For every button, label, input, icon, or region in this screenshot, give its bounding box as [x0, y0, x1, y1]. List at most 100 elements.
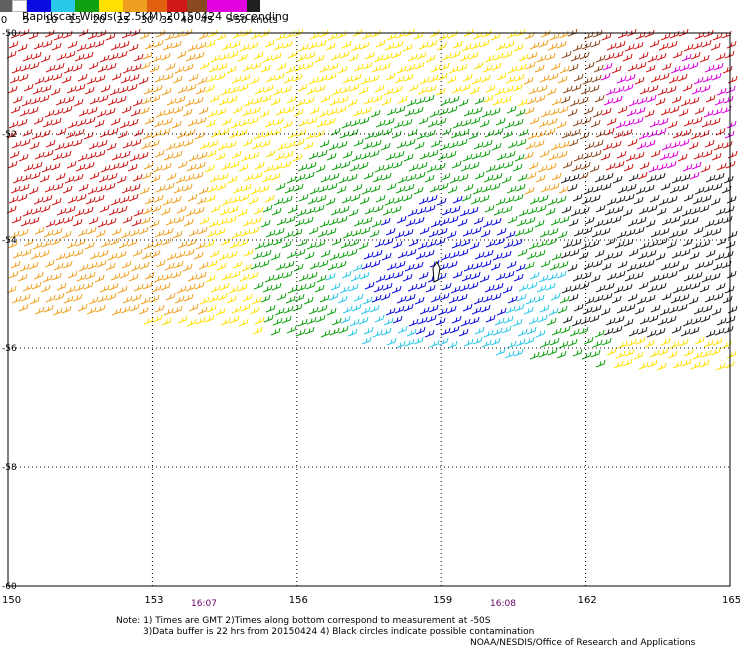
wind-barb	[362, 296, 373, 305]
wind-barb	[702, 149, 713, 158]
wind-barb	[507, 215, 518, 224]
wind-barb	[402, 118, 413, 127]
wind-barb	[341, 270, 352, 279]
wind-barb	[612, 325, 623, 334]
wind-barb	[282, 40, 293, 49]
latitude-label: -56	[2, 344, 17, 354]
wind-barb	[527, 51, 538, 60]
wind-barb	[43, 149, 54, 158]
wind-barb	[271, 127, 282, 136]
legend-swatch-50-plus	[247, 0, 260, 12]
wind-barb	[232, 185, 243, 194]
wind-barb	[605, 87, 616, 96]
wind-barb	[426, 239, 437, 248]
wind-barb	[320, 249, 331, 258]
wind-barb	[667, 270, 678, 279]
wind-barb	[527, 281, 538, 290]
wind-barb	[259, 259, 270, 268]
wind-barb	[700, 314, 711, 323]
wind-barb	[358, 316, 369, 325]
wind-barb	[479, 274, 490, 283]
wind-barb	[501, 175, 512, 184]
wind-barb	[342, 305, 353, 314]
wind-barb	[122, 295, 133, 304]
wind-barb	[369, 229, 380, 238]
wind-barb	[349, 163, 360, 172]
wind-barb	[315, 84, 326, 93]
wind-barb	[394, 230, 405, 239]
wind-barb	[481, 184, 492, 193]
wind-barb	[550, 217, 561, 226]
wind-barb	[683, 273, 694, 282]
wind-barb	[248, 196, 259, 205]
wind-barb	[342, 75, 353, 84]
wind-barb	[151, 204, 162, 213]
wind-barb	[369, 304, 380, 313]
wind-barb	[360, 306, 371, 315]
wind-barb	[177, 240, 188, 249]
wind-barb	[650, 304, 661, 313]
wind-barb	[658, 347, 669, 356]
wind-barb	[226, 140, 237, 149]
wind-barb	[528, 161, 539, 170]
wind-barb	[551, 327, 562, 336]
wind-barb	[271, 207, 282, 216]
wind-barb	[561, 50, 572, 59]
wind-barb	[286, 95, 297, 104]
wind-barb	[31, 281, 42, 290]
wind-barb	[287, 285, 298, 294]
wind-barb	[164, 32, 175, 41]
wind-barb	[568, 63, 579, 72]
wind-barb	[105, 107, 116, 116]
wind-barb	[692, 271, 703, 280]
wind-barb	[646, 174, 657, 183]
wind-barb	[527, 206, 538, 215]
wind-barb	[63, 215, 74, 224]
wind-barb	[461, 43, 472, 52]
wind-barb	[474, 171, 485, 180]
wind-barb	[325, 272, 336, 281]
wind-barb	[40, 204, 51, 213]
wind-barb	[469, 241, 480, 250]
wind-barb	[249, 306, 260, 315]
wind-barb	[668, 150, 679, 159]
wind-barb	[556, 40, 567, 49]
wind-barb	[625, 153, 636, 162]
wind-barb	[512, 83, 523, 92]
wind-barb	[513, 43, 524, 52]
wind-barb	[625, 303, 636, 312]
wind-barb	[286, 175, 297, 184]
wind-barb	[194, 281, 205, 290]
wind-barb	[306, 316, 317, 325]
wind-barb	[636, 141, 647, 150]
wind-barb	[408, 163, 419, 172]
wind-barb	[283, 75, 294, 84]
wind-barb	[440, 172, 451, 181]
wind-barb	[18, 303, 29, 312]
wind-barb	[139, 106, 150, 115]
wind-barb	[495, 347, 506, 356]
wind-barb	[471, 76, 482, 85]
wind-barb	[703, 184, 714, 193]
wind-barb	[593, 139, 604, 148]
wind-barb	[660, 337, 671, 346]
wind-barb	[128, 43, 139, 52]
wind-barb	[540, 184, 551, 193]
wind-barb	[704, 219, 715, 228]
wind-barb	[44, 259, 55, 268]
wind-barb	[142, 281, 153, 290]
wind-barb	[138, 151, 149, 160]
wind-barb	[561, 205, 572, 214]
wind-barb	[174, 140, 185, 149]
wind-barb	[424, 329, 435, 338]
wind-barb	[292, 73, 303, 82]
wind-barb	[690, 131, 701, 140]
wind-barb	[361, 261, 372, 270]
wind-barb	[490, 107, 501, 116]
wind-barb	[372, 249, 383, 258]
wind-barb	[348, 128, 359, 137]
wind-barb	[177, 160, 188, 169]
wind-barb	[529, 351, 540, 360]
wind-barb	[207, 259, 218, 268]
wind-barb	[692, 41, 703, 50]
